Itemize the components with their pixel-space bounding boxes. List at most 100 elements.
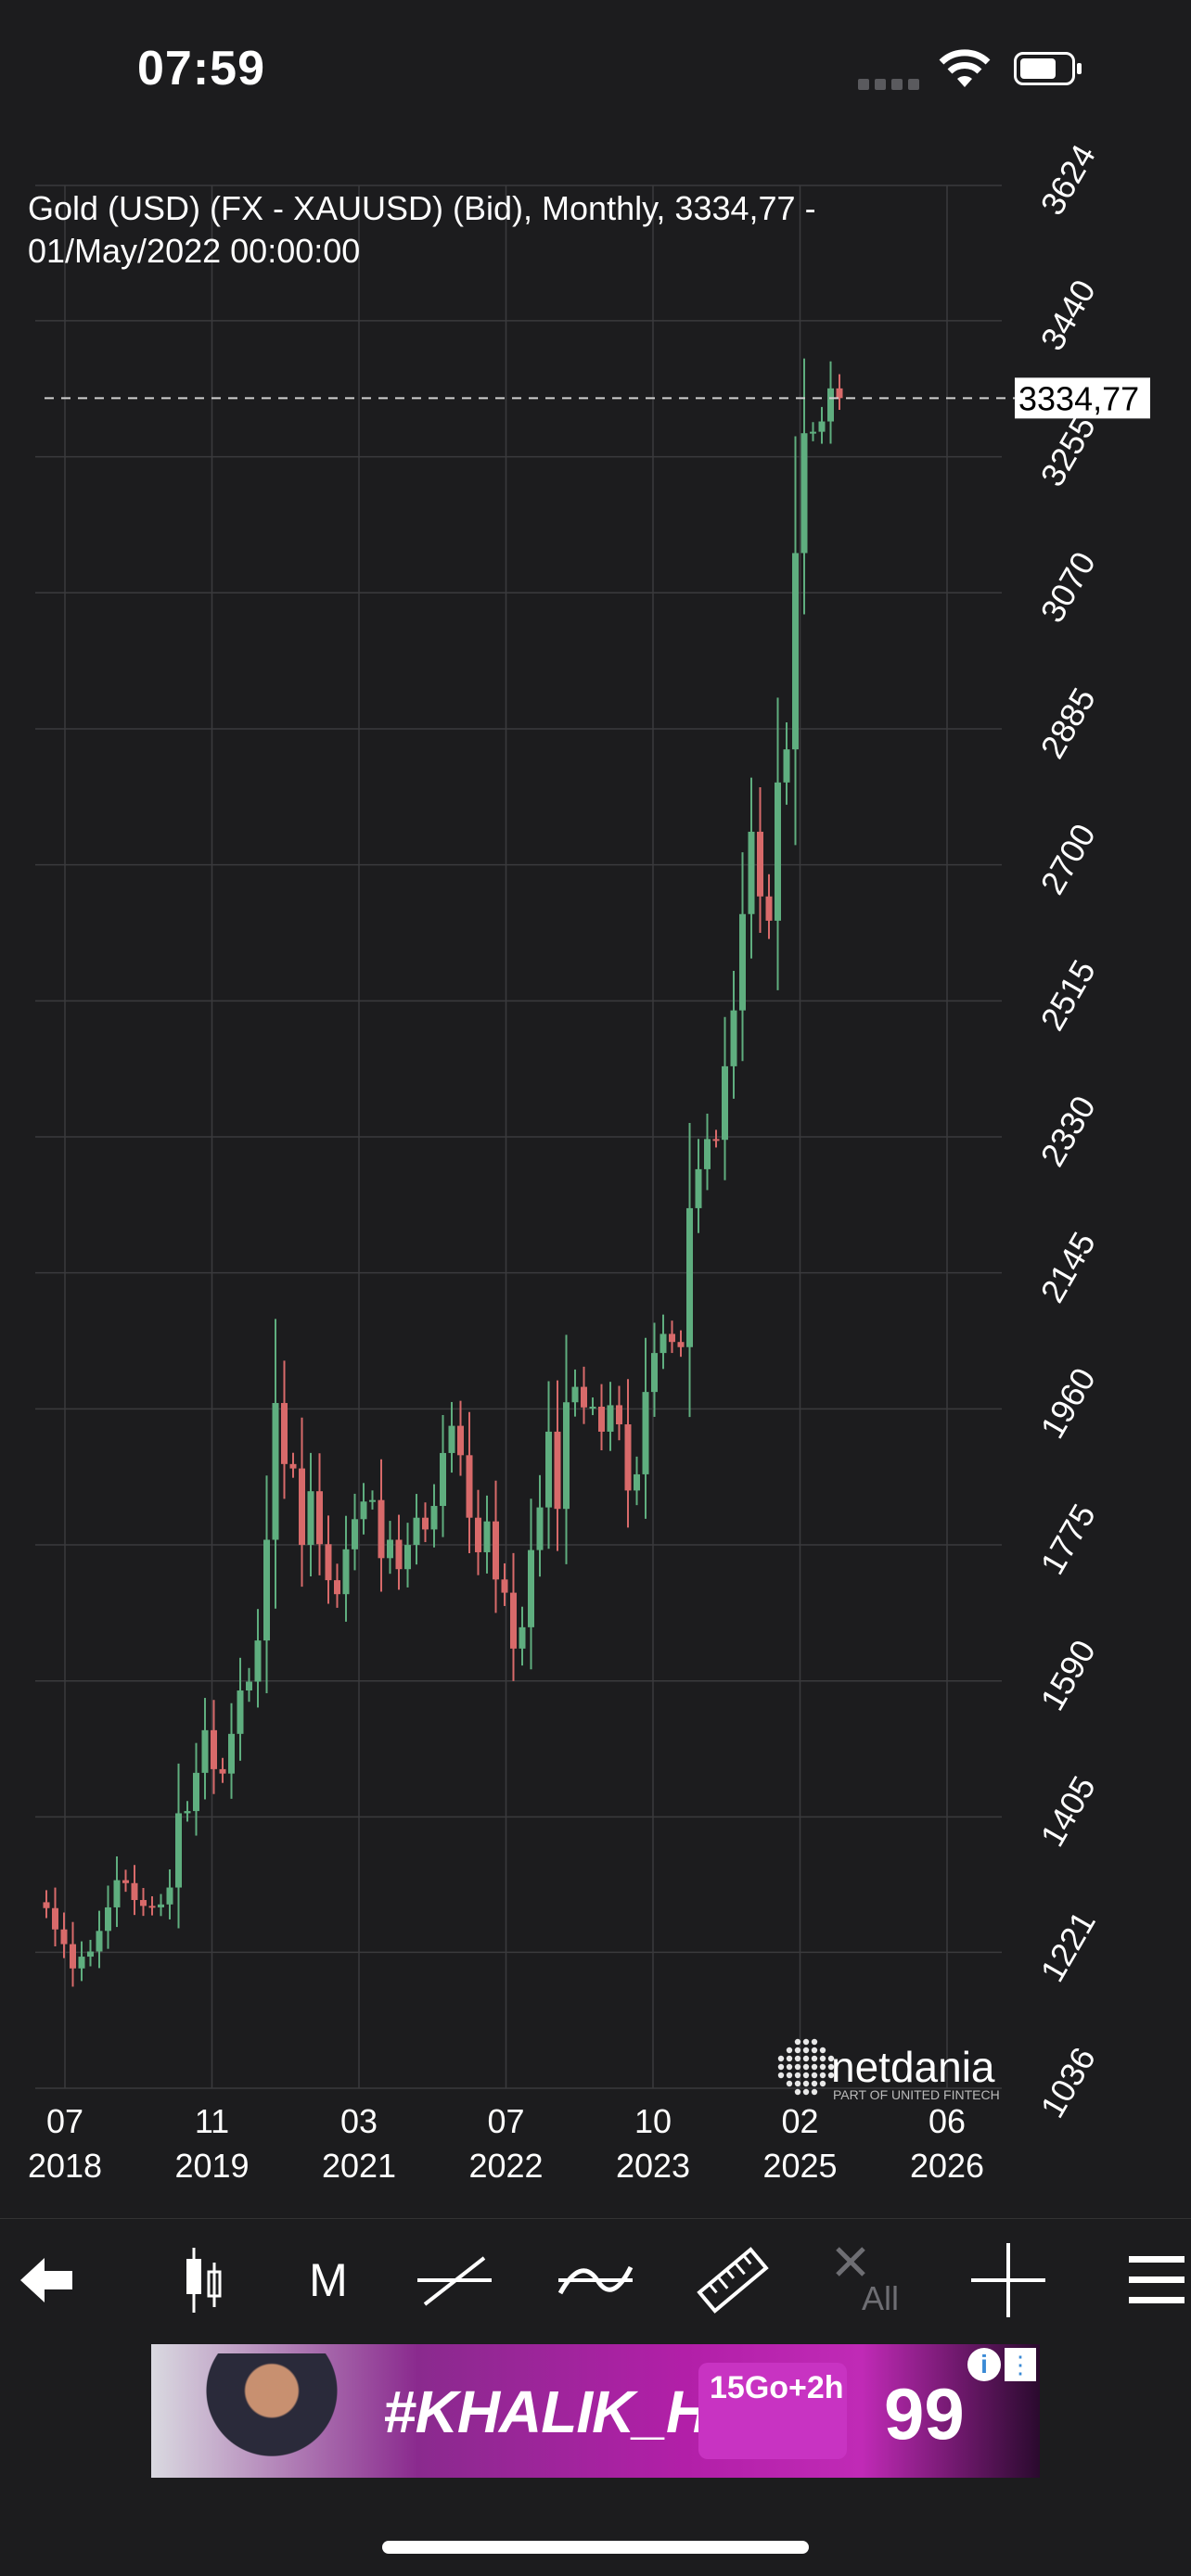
- logo-dot: [794, 2088, 801, 2096]
- back-arrow-icon: [20, 2258, 72, 2302]
- logo-dot: [819, 2047, 826, 2054]
- indicator-icon: [557, 2265, 634, 2295]
- candle-body: [810, 431, 816, 434]
- candle-body: [642, 1392, 649, 1474]
- candle-body: [739, 913, 746, 1011]
- candle-body: [589, 1406, 596, 1409]
- candle-body: [237, 1690, 244, 1734]
- candle-body: [193, 1772, 199, 1812]
- candle-body: [334, 1580, 340, 1595]
- candle-body: [457, 1425, 464, 1456]
- candle-body: [677, 1342, 685, 1347]
- y-axis-tick-label: 3624: [1032, 139, 1103, 222]
- logo-dot: [802, 2055, 810, 2062]
- period-label: M: [309, 2254, 348, 2306]
- candle-body: [219, 1768, 226, 1774]
- indicator-tool-button[interactable]: [549, 2219, 642, 2341]
- candle-body: [70, 1944, 76, 1969]
- period-button[interactable]: M: [291, 2219, 365, 2341]
- y-axis-tick-label: 2885: [1032, 682, 1103, 765]
- candle-body: [316, 1491, 323, 1545]
- candle-body: [634, 1473, 640, 1491]
- x-axis-year-label: 2021: [322, 2147, 396, 2185]
- wifi-icon: [937, 48, 992, 94]
- logo-dot: [819, 2055, 826, 2062]
- x-axis-month-label: 11: [195, 2102, 229, 2140]
- y-axis-tick-label: 2330: [1032, 1090, 1103, 1173]
- candle-body: [783, 749, 790, 783]
- candle-body: [545, 1431, 552, 1508]
- candle-body: [722, 1065, 728, 1141]
- x-axis-month-label: 02: [781, 2102, 818, 2140]
- y-axis-tick-label: 2145: [1032, 1226, 1103, 1309]
- ad-info-icon[interactable]: i: [967, 2348, 1001, 2381]
- logo-dot: [811, 2080, 818, 2087]
- candle-body: [387, 1539, 393, 1559]
- candle-body: [325, 1544, 332, 1581]
- logo-dot: [802, 2088, 810, 2096]
- candle-body: [404, 1545, 411, 1570]
- candle-body: [131, 1882, 138, 1901]
- logo-text: netdania: [831, 2043, 995, 2091]
- ad-banner[interactable]: #KHALIK_HANI 15Go+2h 99 i ⋮: [151, 2344, 1040, 2478]
- candle-body: [352, 1519, 358, 1549]
- logo-dot: [827, 2072, 835, 2079]
- candle-body: [430, 1506, 438, 1530]
- trendline-tool-button[interactable]: [408, 2219, 501, 2341]
- x-axis-year-label: 2018: [28, 2147, 102, 2185]
- candle-body: [281, 1403, 288, 1464]
- logo-dot: [811, 2055, 818, 2062]
- x-axis-month-label: 03: [340, 2102, 378, 2140]
- logo-dot: [786, 2063, 793, 2071]
- x-axis-year-label: 2023: [616, 2147, 690, 2185]
- logo-dot: [794, 2038, 801, 2046]
- candle-body: [378, 1499, 385, 1559]
- y-axis-tick-label: 1775: [1032, 1498, 1103, 1581]
- hamburger-menu-icon: [1129, 2256, 1185, 2303]
- ad-image: [188, 2353, 355, 2478]
- candle-body: [246, 1681, 252, 1691]
- y-axis-tick-label: 2700: [1032, 817, 1103, 900]
- netdania-logo: netdania PART OF UNITED FINTECH: [777, 2038, 1000, 2102]
- candle-body: [712, 1139, 720, 1141]
- measure-tool-button[interactable]: [686, 2219, 779, 2341]
- current-price-box: [1015, 377, 1150, 419]
- delete-all-button[interactable]: All: [827, 2219, 920, 2341]
- crosshair-button[interactable]: [967, 2219, 1050, 2341]
- candle-body: [836, 388, 843, 399]
- back-button[interactable]: [0, 2219, 93, 2341]
- candle-body: [827, 388, 834, 422]
- candle-body: [413, 1517, 420, 1546]
- candle-body: [307, 1491, 314, 1546]
- candle-body: [748, 831, 755, 914]
- chart-type-button[interactable]: [167, 2219, 241, 2341]
- candle-body: [342, 1549, 350, 1595]
- candle-body: [571, 1386, 579, 1403]
- candle-body: [483, 1521, 491, 1552]
- candle-body: [122, 1880, 129, 1883]
- candle-body: [78, 1957, 85, 1969]
- candle-body: [105, 1906, 111, 1932]
- candle-body: [660, 1333, 667, 1354]
- y-axis-tick-label: 3440: [1032, 274, 1103, 357]
- logo-dot: [786, 2072, 793, 2079]
- all-label: All: [862, 2279, 899, 2317]
- candle-body: [598, 1406, 605, 1432]
- logo-dot: [777, 2072, 785, 2079]
- price-chart[interactable]: 3334,77 3624 3440 3255 3070 2885 2700 2515 2330…: [0, 139, 1191, 2212]
- logo-dot: [819, 2080, 826, 2087]
- candle-body: [528, 1549, 534, 1627]
- trendline-icon: [417, 2256, 492, 2306]
- candle-body: [554, 1431, 561, 1510]
- candle-body: [96, 1931, 103, 1952]
- ad-options-icon[interactable]: ⋮: [1005, 2348, 1036, 2381]
- candle-body: [757, 831, 763, 897]
- candle-body: [493, 1521, 499, 1580]
- logo-dot: [786, 2055, 793, 2062]
- candle-body: [148, 1906, 156, 1908]
- candle-body: [475, 1517, 481, 1552]
- candle-body: [440, 1452, 446, 1507]
- logo-dot: [811, 2038, 818, 2046]
- candle-body: [52, 1907, 58, 1930]
- menu-button[interactable]: [1122, 2219, 1191, 2341]
